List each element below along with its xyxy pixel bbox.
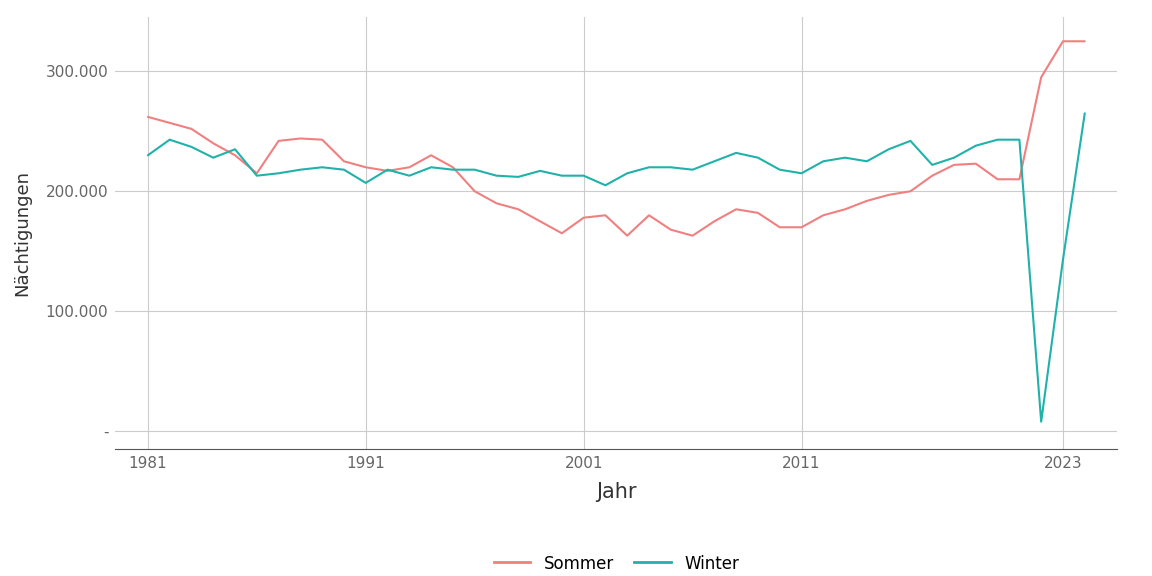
Winter [859,158,873,165]
Sommer [1078,38,1092,45]
Sommer [380,168,394,175]
Sommer [490,200,503,207]
Winter [1034,418,1048,425]
Winter [316,164,329,170]
Winter [1056,256,1070,263]
Sommer [707,218,721,225]
Sommer [316,136,329,143]
Sommer [162,119,176,126]
Sommer [729,206,743,213]
Winter [817,158,831,165]
Winter [468,166,482,173]
Sommer [1056,38,1070,45]
Sommer [859,198,873,204]
Winter [903,138,917,145]
Winter [338,166,351,173]
Sommer [272,138,286,145]
Winter [358,180,372,187]
Y-axis label: Nächtigungen: Nächtigungen [14,170,31,296]
Sommer [402,164,416,170]
Winter [1013,136,1026,143]
Winter [1078,110,1092,117]
Sommer [903,188,917,195]
Sommer [184,126,198,132]
Winter [446,166,460,173]
Sommer [555,230,569,237]
Winter [250,172,264,179]
Sommer [228,152,242,159]
Sommer [620,232,634,239]
Winter [533,168,547,175]
Sommer [294,135,308,142]
Winter [685,166,699,173]
Winter [707,158,721,165]
Sommer [751,210,765,217]
Sommer [511,206,525,213]
Sommer [947,161,961,168]
Winter [424,164,438,170]
Line: Sommer: Sommer [147,41,1085,236]
Winter [228,146,242,153]
Sommer [991,176,1005,183]
Winter [881,146,895,153]
Winter [642,164,655,170]
Sommer [642,212,655,219]
Sommer [338,158,351,165]
Sommer [795,224,809,231]
Winter [206,154,220,161]
Sommer [685,232,699,239]
Sommer [599,212,613,219]
X-axis label: Jahr: Jahr [596,482,637,502]
Sommer [141,113,154,120]
Sommer [773,224,787,231]
Winter [839,154,852,161]
Winter [490,172,503,179]
Sommer [577,214,591,221]
Winter [969,142,983,149]
Winter [577,172,591,179]
Sommer [969,160,983,167]
Legend: Sommer, Winter: Sommer, Winter [487,548,745,576]
Winter [773,166,787,173]
Sommer [250,170,264,177]
Winter [162,136,176,143]
Winter [729,149,743,156]
Winter [402,172,416,179]
Winter [664,164,677,170]
Winter [294,166,308,173]
Winter [599,182,613,189]
Sommer [925,172,939,179]
Winter [272,170,286,177]
Winter [511,173,525,180]
Sommer [358,164,372,170]
Winter [925,161,939,168]
Sommer [817,212,831,219]
Sommer [533,218,547,225]
Sommer [881,191,895,198]
Line: Winter: Winter [147,113,1085,422]
Winter [795,170,809,177]
Sommer [1034,74,1048,81]
Sommer [446,164,460,170]
Winter [141,152,154,159]
Sommer [1013,176,1026,183]
Winter [555,172,569,179]
Sommer [468,188,482,195]
Winter [380,166,394,173]
Sommer [424,152,438,159]
Sommer [664,226,677,233]
Winter [991,136,1005,143]
Winter [184,143,198,150]
Sommer [839,206,852,213]
Winter [947,154,961,161]
Winter [620,170,634,177]
Winter [751,154,765,161]
Sommer [206,140,220,147]
